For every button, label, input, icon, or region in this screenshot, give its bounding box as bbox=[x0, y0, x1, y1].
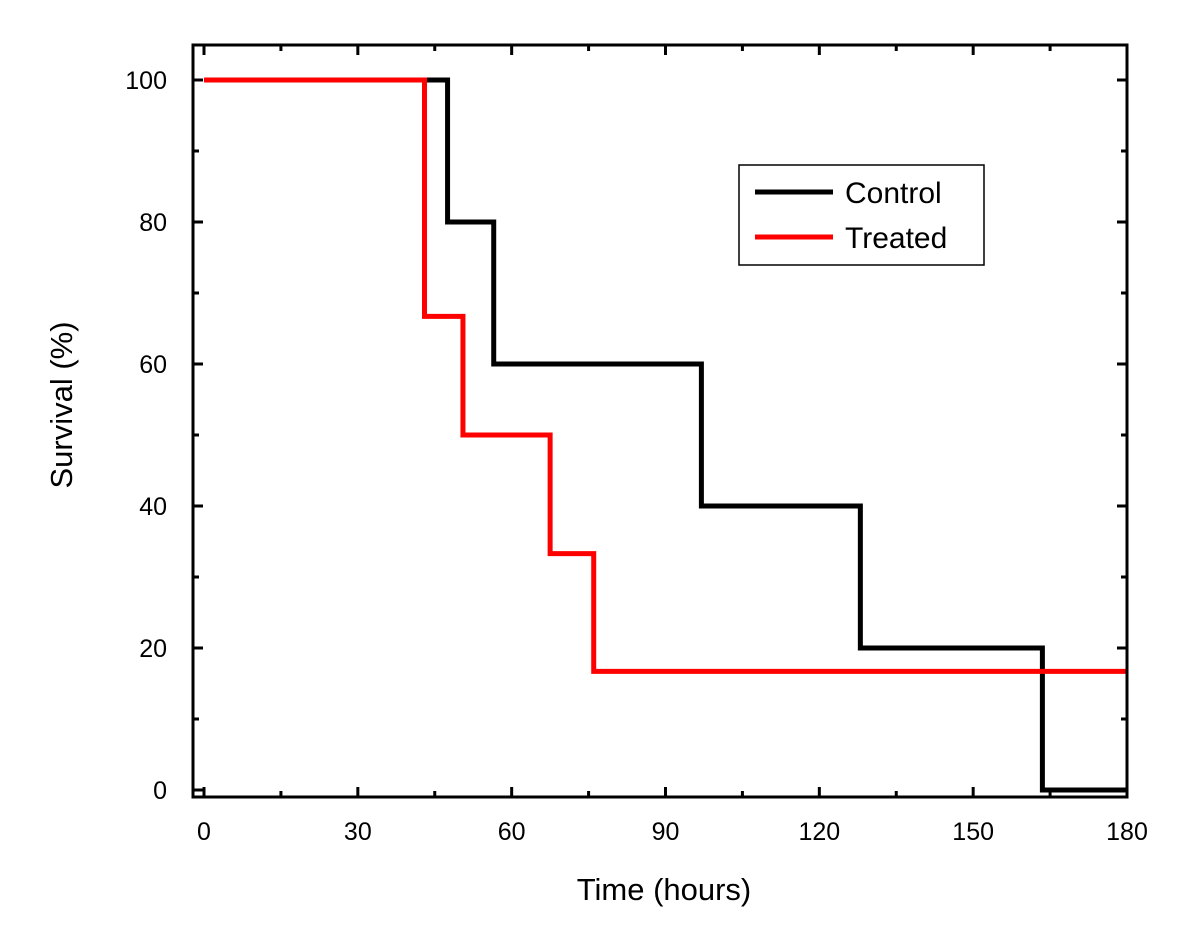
y-tick-label: 0 bbox=[153, 777, 167, 805]
y-axis-title: Survival (%) bbox=[44, 321, 79, 488]
series-line-treated bbox=[204, 77, 1127, 674]
x-tick-label: 150 bbox=[952, 818, 994, 846]
x-tick-label: 30 bbox=[344, 818, 372, 846]
y-tick-label: 60 bbox=[139, 351, 167, 379]
y-tick-label: 20 bbox=[139, 635, 167, 663]
x-tick-label: 0 bbox=[197, 818, 211, 846]
y-tick-label: 100 bbox=[125, 67, 167, 95]
x-tick-label: 90 bbox=[652, 818, 680, 846]
x-axis-title: Time (hours) bbox=[577, 872, 752, 907]
x-tick-label: 60 bbox=[498, 818, 526, 846]
legend-box bbox=[738, 164, 985, 266]
legend-label-treated: Treated bbox=[845, 222, 947, 255]
series-line-control bbox=[204, 77, 1127, 793]
plot-frame bbox=[191, 43, 1129, 799]
y-tick-label: 80 bbox=[139, 209, 167, 237]
x-tick-label: 120 bbox=[798, 818, 840, 846]
y-tick-label: 40 bbox=[139, 493, 167, 521]
x-tick-label: 180 bbox=[1106, 818, 1148, 846]
legend: Control Treated bbox=[738, 164, 985, 266]
legend-label-control: Control bbox=[845, 177, 942, 210]
